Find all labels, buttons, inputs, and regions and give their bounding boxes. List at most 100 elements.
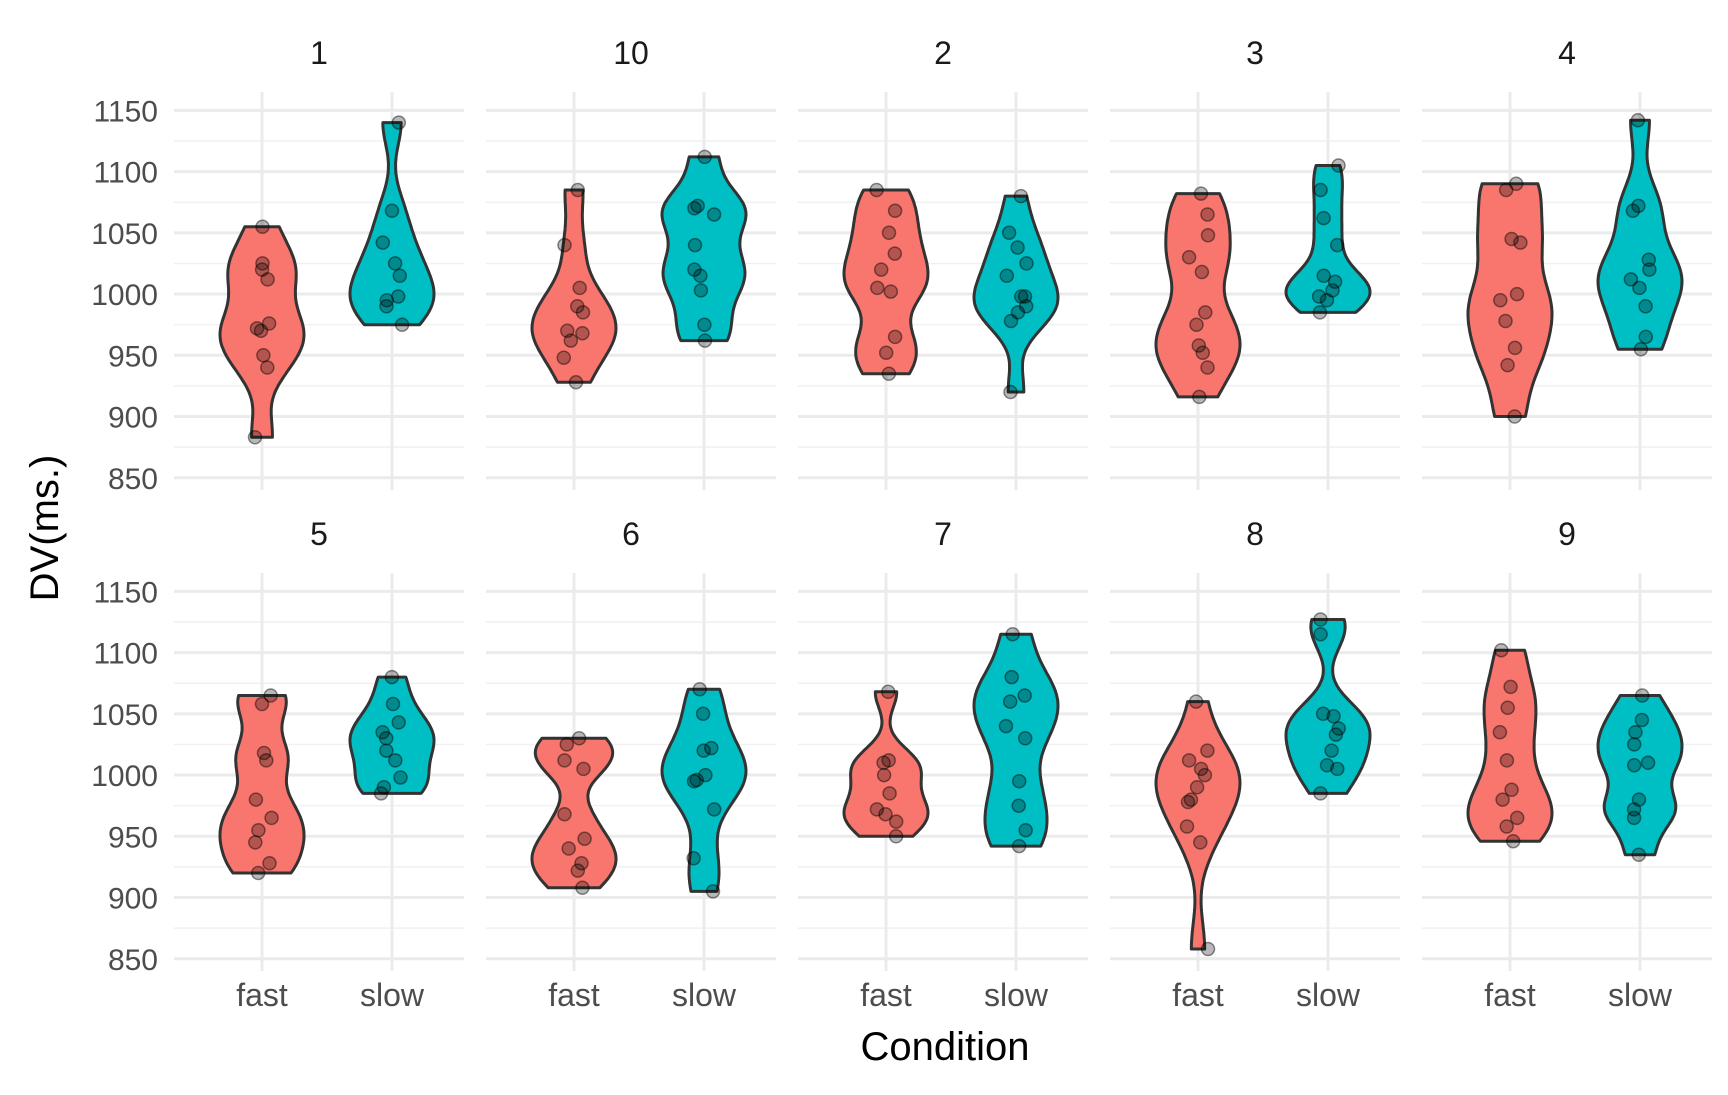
data-point bbox=[559, 737, 575, 752]
data-point bbox=[1011, 773, 1027, 789]
violin-slow bbox=[1284, 618, 1372, 795]
data-point bbox=[1500, 357, 1515, 373]
data-point bbox=[376, 780, 392, 795]
x-axis-label: Condition bbox=[860, 1025, 1029, 1069]
data-point bbox=[1198, 305, 1213, 320]
data-point bbox=[1017, 289, 1033, 304]
data-point bbox=[1623, 272, 1639, 287]
data-point bbox=[1498, 313, 1513, 329]
data-point bbox=[1632, 280, 1647, 296]
data-point bbox=[384, 669, 400, 685]
data-point bbox=[253, 323, 269, 339]
data-point bbox=[249, 321, 265, 336]
data-point bbox=[1313, 182, 1328, 198]
data-point bbox=[1494, 642, 1509, 658]
data-point bbox=[1313, 612, 1328, 627]
y-tick-label: 1050 bbox=[91, 699, 158, 732]
data-point bbox=[1498, 182, 1514, 198]
data-point bbox=[1507, 340, 1523, 356]
data-point bbox=[1194, 264, 1210, 280]
data-point bbox=[1019, 256, 1034, 271]
data-point bbox=[1003, 313, 1019, 329]
data-point bbox=[690, 198, 705, 214]
data-point bbox=[1633, 341, 1649, 357]
data-point bbox=[1191, 338, 1207, 353]
facet-label: 7 bbox=[934, 516, 952, 552]
data-point bbox=[1331, 721, 1346, 736]
data-point bbox=[697, 333, 713, 348]
data-point bbox=[1513, 235, 1528, 250]
data-point bbox=[260, 272, 275, 287]
data-point bbox=[575, 305, 591, 320]
data-point bbox=[888, 814, 904, 829]
data-point bbox=[1493, 292, 1508, 308]
data-point bbox=[557, 806, 572, 822]
data-point bbox=[1011, 798, 1026, 813]
violin-slow bbox=[660, 155, 748, 343]
data-point bbox=[1188, 694, 1204, 709]
facet-panel-9: 9 fast slow bbox=[1422, 516, 1712, 1013]
violin-slow bbox=[1284, 164, 1372, 314]
data-point bbox=[882, 786, 897, 801]
data-point bbox=[1631, 198, 1646, 214]
data-point bbox=[1504, 231, 1519, 247]
y-tick-label: 1150 bbox=[93, 576, 158, 609]
data-point bbox=[1319, 758, 1335, 773]
data-point bbox=[881, 753, 896, 768]
data-point bbox=[248, 792, 264, 807]
data-point bbox=[687, 262, 702, 277]
x-tick-label-slow: slow bbox=[1296, 977, 1361, 1013]
data-point bbox=[248, 835, 263, 850]
data-point bbox=[1631, 792, 1647, 807]
data-point bbox=[1017, 731, 1033, 746]
data-point bbox=[1326, 709, 1341, 724]
violin-fast bbox=[218, 694, 306, 875]
violin-fast bbox=[842, 690, 930, 838]
violin-fast bbox=[1154, 700, 1242, 951]
y-tick-label: 950 bbox=[108, 821, 158, 854]
violin-slow bbox=[660, 687, 748, 893]
data-point bbox=[1628, 724, 1643, 740]
x-tick-label-fast: fast bbox=[860, 977, 912, 1013]
data-point bbox=[873, 262, 889, 277]
data-point bbox=[1630, 112, 1646, 128]
data-point bbox=[1640, 755, 1656, 771]
facet-label: 6 bbox=[622, 516, 640, 552]
data-point bbox=[557, 237, 572, 253]
data-point bbox=[999, 268, 1015, 283]
data-point bbox=[255, 219, 270, 234]
data-point bbox=[254, 696, 270, 712]
data-point bbox=[880, 684, 896, 700]
data-point bbox=[887, 329, 903, 345]
violin-slow bbox=[348, 121, 436, 327]
data-point bbox=[705, 884, 721, 899]
data-point bbox=[706, 207, 722, 222]
facet-panel-6: 6 fast slow bbox=[486, 516, 776, 1013]
data-point bbox=[259, 753, 274, 768]
data-point bbox=[260, 360, 275, 375]
violin-slow bbox=[1596, 118, 1684, 351]
data-point bbox=[1492, 724, 1508, 740]
data-point bbox=[390, 289, 406, 304]
data-point bbox=[394, 317, 410, 332]
data-point bbox=[887, 203, 903, 219]
x-tick-label-fast: fast bbox=[236, 977, 288, 1013]
data-point bbox=[1183, 792, 1199, 807]
data-point bbox=[693, 268, 708, 283]
facet-label: 8 bbox=[1246, 516, 1264, 552]
data-point bbox=[1189, 317, 1204, 332]
data-point bbox=[1638, 329, 1654, 345]
data-point bbox=[1327, 274, 1343, 290]
x-tick-label-slow: slow bbox=[1608, 977, 1673, 1013]
data-point bbox=[1013, 289, 1029, 304]
data-point bbox=[574, 855, 589, 871]
data-point bbox=[571, 731, 587, 746]
data-point bbox=[375, 235, 391, 250]
x-tick-label-slow: slow bbox=[984, 977, 1049, 1013]
facet-label: 9 bbox=[1558, 516, 1576, 552]
data-point bbox=[869, 802, 885, 817]
data-point bbox=[256, 348, 271, 363]
data-point bbox=[570, 299, 585, 314]
x-tick-label-slow: slow bbox=[360, 977, 425, 1013]
data-point bbox=[1626, 737, 1642, 752]
